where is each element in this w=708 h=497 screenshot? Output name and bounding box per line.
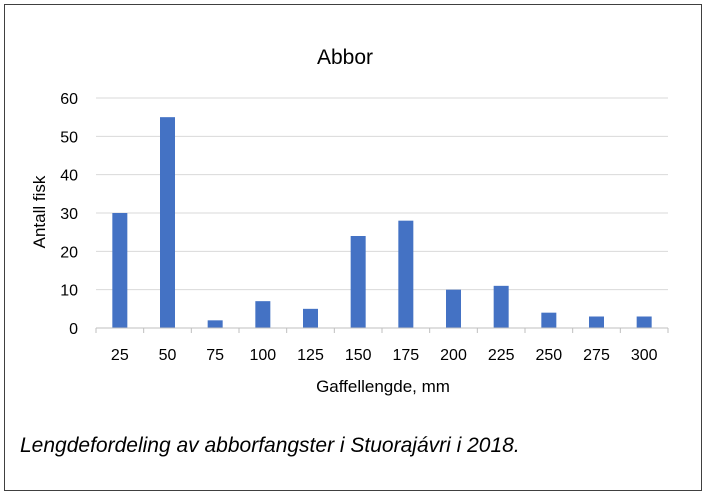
x-tick-label: 25 [111, 347, 129, 364]
bar-50 [160, 117, 175, 329]
x-tick-label: 250 [535, 347, 562, 364]
x-tick-labels: 25 50 75 100 125 150 175 200 225 250 275 300 [95, 328, 669, 364]
bar-175 [398, 220, 414, 328]
x-tick-label: 150 [345, 347, 372, 364]
y-tick-label: 10 [60, 283, 78, 300]
y-tick-label: 50 [60, 129, 78, 146]
bar-300 [636, 316, 652, 328]
x-tick-label: 275 [583, 347, 610, 364]
x-tick-label: 125 [297, 347, 324, 364]
x-tick-label: 50 [159, 347, 177, 364]
gridlines [96, 97, 668, 291]
x-tick-label: 300 [631, 347, 658, 364]
y-tick-label: 60 [60, 91, 78, 108]
bars [112, 117, 652, 329]
y-tick-label: 30 [60, 206, 78, 223]
x-tick-label: 225 [488, 347, 515, 364]
y-tick-label: 40 [60, 168, 78, 185]
bar-200 [446, 289, 461, 328]
y-tick-label: 20 [60, 244, 78, 261]
chart-title: Abbor [317, 46, 373, 69]
bar-250 [541, 312, 557, 328]
bar-100 [255, 301, 271, 328]
x-axis-label: Gaffellengde, mm [316, 377, 450, 396]
bar-225 [493, 285, 509, 328]
bar-25 [112, 213, 128, 328]
bar-125 [303, 308, 318, 328]
x-tick-label: 175 [392, 347, 419, 364]
bar-275 [589, 316, 604, 328]
y-axis-label: Antall fisk [30, 175, 49, 248]
figure-caption: Lengdefordeling av abborfangster i Stuor… [20, 434, 520, 457]
x-tick-label: 200 [440, 347, 467, 364]
bar-chart: Abbor 0 10 20 30 40 50 60 25 50 75 100 125 150 175 20… [30, 46, 669, 396]
y-tick-label: 0 [69, 321, 78, 338]
bar-75 [207, 320, 223, 328]
y-tick-labels: 0 10 20 30 40 50 60 [60, 91, 78, 338]
x-tick-label: 100 [249, 347, 276, 364]
x-tick-label: 75 [206, 347, 224, 364]
bar-150 [350, 236, 366, 328]
